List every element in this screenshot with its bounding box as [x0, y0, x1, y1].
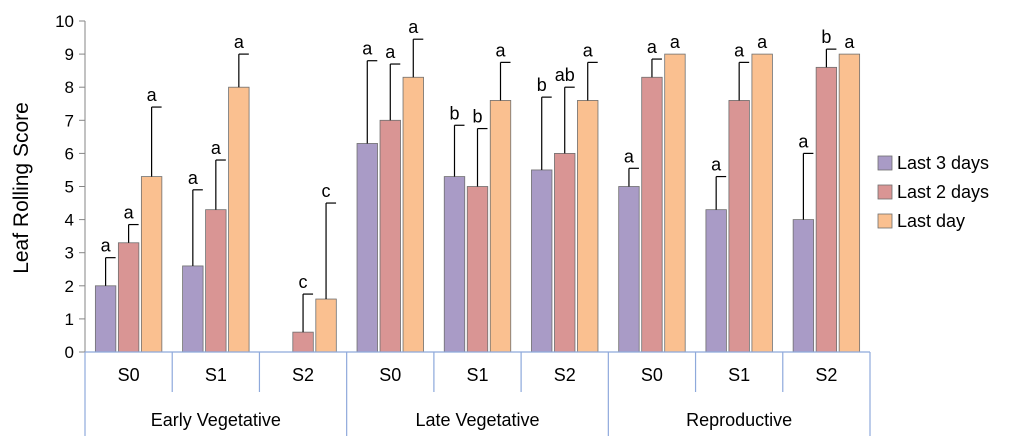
- significance-label: c: [322, 181, 331, 201]
- significance-label: ab: [555, 65, 575, 85]
- bar: [577, 100, 599, 353]
- bar: [292, 331, 314, 353]
- significance-label: a: [147, 85, 158, 105]
- y-tick-label: 8: [65, 78, 74, 97]
- significance-label: a: [711, 155, 722, 175]
- y-tick-label: 7: [65, 111, 74, 130]
- x-category-label: S0: [379, 365, 401, 385]
- significance-label: a: [844, 32, 855, 52]
- bar: [531, 169, 553, 353]
- bar: [838, 53, 861, 353]
- significance-label: a: [385, 42, 396, 62]
- significance-label: a: [583, 40, 594, 60]
- legend-swatch: [877, 213, 893, 229]
- bars-layer: [94, 53, 861, 353]
- bar: [315, 298, 337, 353]
- y-tick-label: 6: [65, 144, 74, 163]
- bar: [402, 76, 424, 353]
- y-tick-label: 4: [65, 211, 74, 230]
- significance-label: b: [821, 27, 831, 47]
- bar: [443, 176, 466, 353]
- legend: Last 3 days Last 2 days Last day: [877, 153, 989, 231]
- significance-label: a: [362, 39, 373, 59]
- bar: [205, 209, 227, 353]
- legend-label: Last day: [897, 211, 965, 231]
- bar: [664, 53, 686, 353]
- x-category-label: S2: [554, 365, 576, 385]
- legend-swatch: [877, 155, 893, 171]
- significance-label: a: [757, 32, 768, 52]
- bar: [466, 186, 489, 353]
- y-tick-label: 10: [55, 12, 74, 31]
- y-tick-label: 0: [65, 343, 74, 362]
- legend-swatch: [877, 184, 893, 200]
- y-axis: 0 1 2 3 4 5 6 7 8 9 10: [55, 12, 86, 362]
- x-group-label: Late Vegetative: [415, 410, 539, 430]
- error-bars-layer: [105, 38, 837, 333]
- x-category-label: S1: [728, 365, 750, 385]
- bar: [705, 209, 727, 353]
- significance-label: a: [670, 32, 681, 52]
- significance-label: a: [188, 168, 199, 188]
- x-category-label: S0: [118, 365, 140, 385]
- bar: [379, 119, 401, 353]
- significance-label: c: [299, 272, 308, 292]
- y-tick-label: 9: [65, 45, 74, 64]
- significance-label: a: [495, 40, 506, 60]
- significance-label: a: [647, 37, 658, 57]
- bar: [117, 242, 140, 353]
- bar: [228, 86, 250, 353]
- bar: [751, 53, 773, 353]
- significance-label: a: [101, 236, 112, 256]
- significance-label: a: [734, 40, 745, 60]
- bar: [182, 265, 204, 353]
- y-axis-title: Leaf Rolling Score: [10, 102, 33, 274]
- significance-label: a: [124, 203, 135, 223]
- bar: [792, 219, 815, 353]
- bar: [489, 100, 512, 353]
- x-category-label: S1: [466, 365, 488, 385]
- bar: [618, 186, 640, 353]
- significance-label: b: [537, 75, 547, 95]
- bar: [728, 100, 750, 353]
- x-category-label: S2: [292, 365, 314, 385]
- significance-label: a: [408, 17, 419, 37]
- significance-label: a: [234, 32, 245, 52]
- significance-label: b: [449, 103, 459, 123]
- y-tick-label: 2: [65, 277, 74, 296]
- y-tick-label: 1: [65, 310, 74, 329]
- y-tick-label: 3: [65, 244, 74, 263]
- x-group-label: Reproductive: [686, 410, 792, 430]
- bar: [554, 152, 576, 353]
- bar: [815, 66, 838, 353]
- x-axis: S0 S1 S2 S0 S1 S2 S0 S1 S2 Early Vegetative Late V…: [84, 351, 871, 436]
- x-group-label: Early Vegetative: [151, 410, 281, 430]
- y-tick-label: 5: [65, 178, 74, 197]
- x-category-label: S2: [815, 365, 837, 385]
- significance-label: a: [798, 131, 809, 151]
- x-category-label: S0: [641, 365, 663, 385]
- significance-label: a: [624, 146, 635, 166]
- bar: [356, 143, 378, 353]
- significance-label: b: [472, 107, 482, 127]
- x-category-label: S1: [205, 365, 227, 385]
- bar: [641, 76, 663, 353]
- significance-label: a: [211, 138, 222, 158]
- legend-label: Last 3 days: [897, 153, 989, 173]
- bar: [140, 176, 163, 353]
- bar: [94, 285, 117, 353]
- legend-label: Last 2 days: [897, 182, 989, 202]
